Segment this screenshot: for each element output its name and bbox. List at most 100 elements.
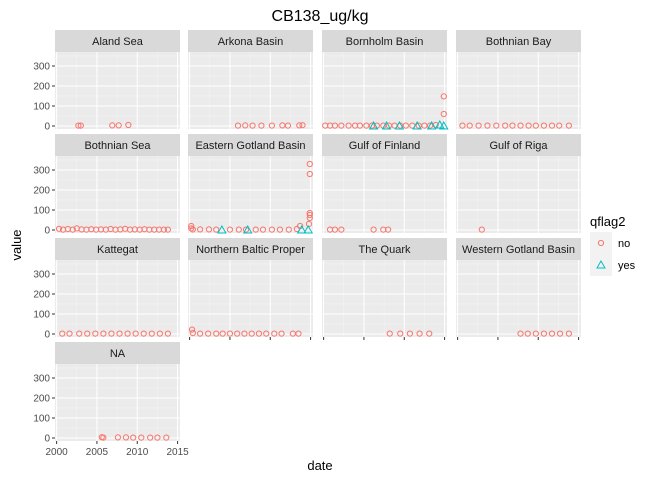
x-tick-label: 2015 <box>166 447 189 458</box>
data-point-no <box>478 226 485 233</box>
data-point-no <box>276 226 284 233</box>
data-point-no <box>338 122 345 129</box>
facet-panel <box>188 52 313 129</box>
data-point-no <box>370 226 377 233</box>
data-point-yes <box>381 120 392 130</box>
facet-strip <box>55 238 180 260</box>
data-point-no <box>426 122 434 129</box>
data-point-no <box>248 330 255 337</box>
facet-kattegat: Kattegat 0 100 200 300 <box>33 238 180 341</box>
legend-keys: no yes <box>590 232 636 276</box>
facet-strip <box>55 134 180 156</box>
data-point-no <box>338 226 345 233</box>
data-point-no <box>226 330 234 337</box>
x-tick-label: 2000 <box>45 447 68 458</box>
facet-western-gotland-basin: Western Gotland Basin <box>456 238 581 340</box>
y-tick-label: 200 <box>33 82 50 93</box>
data-point-no <box>219 330 226 337</box>
data-point-no <box>164 330 172 337</box>
facet-strip-label: Bothnian Bay <box>486 36 552 48</box>
data-point-no <box>132 330 139 337</box>
data-point-no <box>306 209 313 217</box>
facet-strip-label: NA <box>110 348 126 360</box>
data-point-no <box>130 434 137 441</box>
data-point-no <box>306 170 313 178</box>
data-point-no <box>502 122 509 129</box>
data-point-no <box>268 226 275 233</box>
data-point-no <box>258 122 265 129</box>
facet-panel <box>322 156 447 233</box>
data-point-no <box>234 330 241 337</box>
data-point-no <box>331 122 339 129</box>
data-point-no <box>525 122 532 129</box>
data-point-no <box>205 330 212 337</box>
data-point-no <box>234 122 242 129</box>
x-tick-label: 2005 <box>86 447 109 458</box>
data-point-no <box>138 434 145 441</box>
data-point-no <box>241 330 248 337</box>
data-point-no <box>386 330 393 337</box>
facet-strip-label: Gulf of Riga <box>489 140 548 152</box>
data-point-no <box>100 434 107 441</box>
facet-panel <box>188 260 313 337</box>
data-point-no <box>259 226 267 233</box>
data-point-no <box>252 226 259 233</box>
facet-strip-label: Bothnian Sea <box>84 140 151 152</box>
data-point-no <box>109 122 116 129</box>
data-point-no <box>484 122 491 129</box>
facet-aland-sea: Aland Sea 0 100 200 300 <box>33 30 180 133</box>
legend-entry-no: no <box>590 232 630 254</box>
data-point-no <box>196 226 204 233</box>
facet-panel <box>55 52 180 129</box>
data-point-no <box>156 330 163 337</box>
data-point-no <box>296 122 303 129</box>
data-point-yes <box>217 224 227 234</box>
data-point-no <box>189 329 196 337</box>
y-tick-label: 0 <box>44 122 50 133</box>
data-point-no <box>154 434 161 441</box>
data-point-no <box>59 330 66 337</box>
legend-circle-icon <box>597 239 605 247</box>
data-point-no <box>140 330 147 337</box>
x-tick-label: 2010 <box>126 447 149 458</box>
facet-the-quark: The Quark <box>322 238 447 340</box>
data-point-no <box>406 330 414 337</box>
facet-strip <box>188 134 313 156</box>
facet-strip-label: Bornholm Basin <box>346 36 424 48</box>
data-point-no <box>540 122 548 129</box>
facet-strip-label: Western Gotland Basin <box>462 244 575 256</box>
data-point-no <box>148 330 155 337</box>
facet-strip-label: Kattegat <box>97 244 138 256</box>
data-point-no <box>306 211 313 219</box>
data-point-no <box>278 330 285 337</box>
y-tick-label: 100 <box>33 414 50 425</box>
facet-panel <box>322 260 447 337</box>
data-point-no <box>235 226 242 233</box>
data-point-yes <box>368 120 379 130</box>
data-point-no <box>115 122 122 129</box>
legend-title: qflag2 <box>590 214 625 229</box>
y-tick-label: 300 <box>33 270 50 281</box>
y-tick-label: 200 <box>33 394 50 405</box>
data-point-no <box>440 110 447 118</box>
data-point-no <box>565 330 573 337</box>
data-point-no <box>164 226 172 233</box>
data-point-no <box>122 434 130 441</box>
data-point-no <box>249 122 256 129</box>
facet-northern-baltic-proper: Northern Baltic Proper <box>188 238 313 340</box>
legend: qflag2 no yes <box>590 214 636 276</box>
facet-gulf-of-riga: Gulf of Riga <box>456 134 581 233</box>
legend-entry-yes: yes <box>590 254 636 276</box>
data-point-no <box>226 226 234 233</box>
data-point-no <box>299 122 306 129</box>
facet-strip-label: Northern Baltic Proper <box>196 244 305 256</box>
data-point-no <box>459 122 466 129</box>
facet-arkona-basin: Arkona Basin <box>188 30 313 129</box>
facet-panel <box>322 52 447 129</box>
facet-bornholm-basin: Bornholm Basin <box>322 30 449 130</box>
data-point-no <box>77 122 84 129</box>
facet-panels: Aland Sea 0 100 200 300 Arkona Basin Bornholm … <box>33 30 581 458</box>
data-point-no <box>92 330 99 337</box>
data-point-no <box>69 226 76 233</box>
data-point-no <box>493 122 500 129</box>
